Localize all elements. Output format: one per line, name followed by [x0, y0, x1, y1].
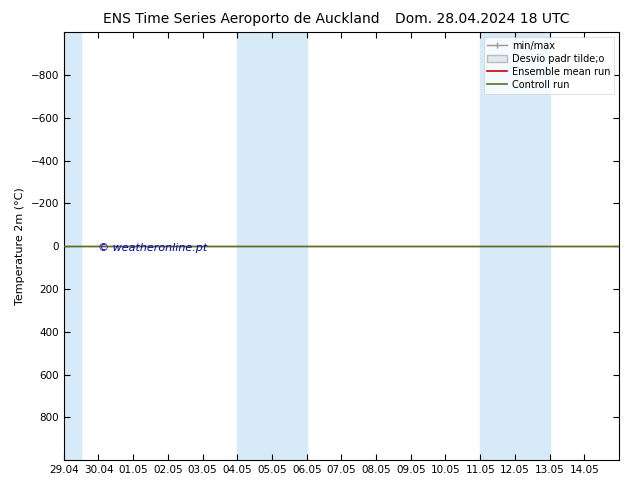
- Text: © weatheronline.pt: © weatheronline.pt: [98, 243, 208, 253]
- Legend: min/max, Desvio padr tilde;o, Ensemble mean run, Controll run: min/max, Desvio padr tilde;o, Ensemble m…: [484, 37, 614, 94]
- Y-axis label: Temperature 2m (°C): Temperature 2m (°C): [15, 187, 25, 305]
- Bar: [480, 32, 550, 460]
- Bar: [237, 32, 307, 460]
- Text: Dom. 28.04.2024 18 UTC: Dom. 28.04.2024 18 UTC: [394, 12, 569, 26]
- Text: ENS Time Series Aeroporto de Auckland: ENS Time Series Aeroporto de Auckland: [103, 12, 379, 26]
- Bar: [46, 32, 81, 460]
